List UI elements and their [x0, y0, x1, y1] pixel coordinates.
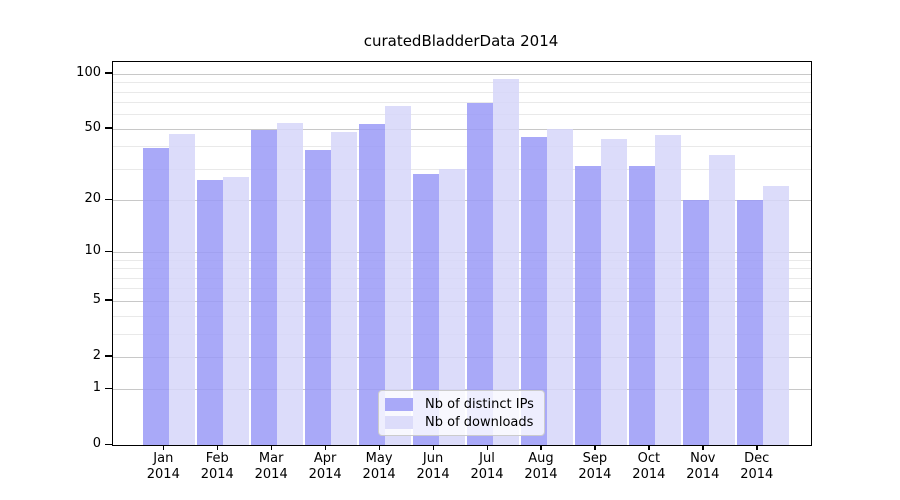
- legend-item-distinct-ips: Nb of distinct IPs: [385, 397, 536, 412]
- y-tick-mark: [105, 355, 112, 357]
- bar-downloads: [223, 177, 250, 445]
- x-tick-label: Jun 2014: [416, 451, 450, 482]
- x-tick-mark: [648, 445, 650, 450]
- plot-area: [112, 61, 812, 446]
- distinct-ips-swatch-icon: [385, 398, 413, 411]
- minor-gridline: [113, 114, 811, 116]
- y-tick-label: 5: [92, 291, 101, 307]
- bar-downloads: [762, 186, 789, 445]
- major-gridline: [113, 73, 811, 75]
- x-tick-label: Jul 2014: [470, 451, 504, 482]
- x-tick-mark: [540, 445, 542, 450]
- x-tick-mark: [756, 445, 758, 450]
- downloads-swatch-icon: [385, 416, 413, 429]
- x-tick-mark: [162, 445, 165, 450]
- bar-downloads: [708, 154, 735, 445]
- bar-distinct-ips: [574, 166, 601, 445]
- chart-title: curatedBladderData 2014: [363, 32, 559, 50]
- legend-label: Nb of downloads: [425, 415, 534, 430]
- legend-item-downloads: Nb of downloads: [385, 415, 536, 430]
- x-tick-label: Feb 2014: [200, 451, 234, 482]
- y-tick-label: 1: [92, 380, 101, 396]
- y-tick-mark: [105, 198, 112, 201]
- x-tick-mark: [594, 445, 596, 450]
- x-tick-mark: [270, 445, 273, 450]
- minor-gridline: [113, 82, 811, 84]
- minor-gridline: [113, 102, 811, 104]
- x-tick-label: Oct 2014: [632, 451, 666, 482]
- minor-gridline: [113, 91, 811, 93]
- legend-label: Nb of distinct IPs: [425, 397, 534, 412]
- y-tick-label: 20: [84, 191, 101, 207]
- bar-downloads: [385, 105, 412, 445]
- bar-downloads: [331, 131, 358, 445]
- x-tick-mark: [378, 445, 380, 450]
- bar-distinct-ips: [197, 179, 224, 445]
- x-tick-label: Jan 2014: [146, 451, 180, 482]
- x-tick-label: Dec 2014: [740, 451, 774, 482]
- major-gridline: [113, 128, 811, 130]
- x-tick-label: Sep 2014: [578, 451, 612, 482]
- x-tick-label: Apr 2014: [308, 451, 342, 482]
- bar-downloads: [277, 122, 304, 445]
- x-tick-label: May 2014: [362, 451, 396, 482]
- y-tick-label: 50: [84, 119, 101, 135]
- x-tick-mark: [486, 445, 488, 450]
- y-tick-mark: [105, 250, 112, 253]
- x-tick-label: Aug 2014: [524, 451, 558, 482]
- legend: Nb of distinct IPs Nb of downloads: [378, 390, 545, 436]
- x-tick-mark: [216, 445, 219, 450]
- y-tick-mark: [105, 443, 112, 445]
- bar-distinct-ips: [736, 200, 763, 445]
- x-tick-label: Nov 2014: [686, 451, 720, 482]
- y-tick-label: 0: [92, 436, 101, 451]
- y-tick-mark: [105, 299, 112, 301]
- bar-distinct-ips: [251, 130, 278, 445]
- bar-distinct-ips: [682, 200, 709, 445]
- bar-distinct-ips: [305, 150, 332, 445]
- bar-downloads: [654, 135, 681, 445]
- y-tick-label: 100: [76, 64, 101, 80]
- bar-downloads: [600, 138, 627, 445]
- y-tick-mark: [105, 387, 112, 390]
- x-tick-label: Mar 2014: [254, 451, 288, 482]
- y-tick-label: 2: [92, 347, 101, 363]
- bar-distinct-ips: [143, 148, 170, 445]
- bar-downloads: [546, 128, 573, 445]
- bar-downloads: [493, 78, 519, 445]
- y-tick-mark: [105, 127, 112, 129]
- minor-gridline: [113, 146, 811, 148]
- x-tick-mark: [432, 445, 434, 450]
- y-tick-label: 10: [84, 243, 101, 259]
- x-tick-mark: [702, 445, 704, 450]
- x-tick-mark: [324, 445, 327, 450]
- bar-distinct-ips: [467, 103, 493, 445]
- bar-distinct-ips: [628, 166, 655, 445]
- y-tick-mark: [105, 72, 112, 74]
- bar-downloads: [169, 133, 196, 445]
